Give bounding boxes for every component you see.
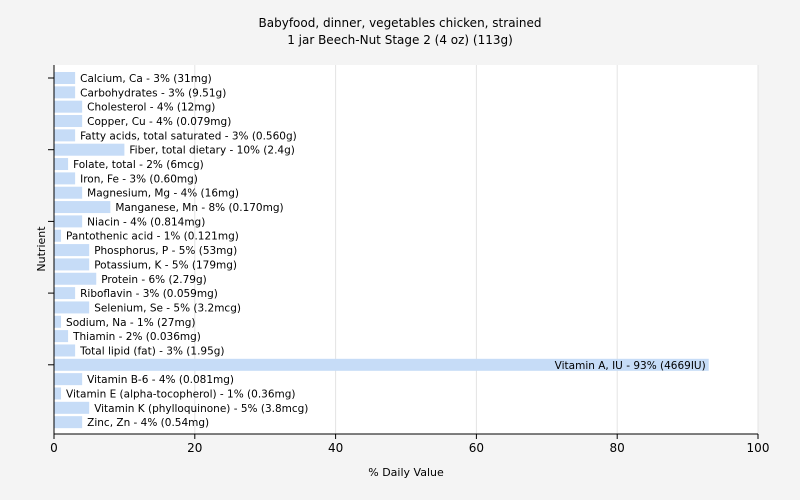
bar-label: Selenium, Se - 5% (3.2mcg): [94, 302, 241, 314]
bar: [54, 315, 62, 328]
bar-label: Carbohydrates - 3% (9.51g): [80, 87, 226, 99]
bar: [54, 158, 69, 171]
bar-label: Vitamin E (alpha-tocopherol) - 1% (0.36m…: [66, 388, 296, 400]
bar: [54, 244, 90, 257]
bar: [54, 401, 90, 414]
bar-label: Thiamin - 2% (0.036mg): [72, 331, 201, 343]
bar: [54, 358, 709, 371]
bar: [54, 172, 76, 185]
bar: [54, 129, 76, 142]
bar: [54, 344, 76, 357]
bar-label: Niacin - 4% (0.814mg): [87, 216, 205, 228]
bar: [54, 115, 83, 128]
chart-subtitle: 1 jar Beech-Nut Stage 2 (4 oz) (113g): [287, 33, 513, 47]
bar-label: Magnesium, Mg - 4% (16mg): [87, 188, 239, 200]
x-tick-label: 100: [747, 441, 770, 455]
bar: [54, 186, 83, 199]
bar-label: Sodium, Na - 1% (27mg): [66, 317, 195, 329]
bar-label: Protein - 6% (2.79g): [101, 274, 207, 286]
chart-title: Babyfood, dinner, vegetables chicken, st…: [259, 16, 542, 30]
bar: [54, 416, 83, 429]
bar-label: Folate, total - 2% (6mcg): [73, 159, 204, 171]
bar-label: Phosphorus, P - 5% (53mg): [94, 245, 237, 257]
x-tick-label: 0: [50, 441, 58, 455]
bar: [54, 143, 125, 156]
bar: [54, 387, 62, 400]
bar-label: Fatty acids, total saturated - 3% (0.560…: [80, 130, 297, 142]
bar: [54, 100, 83, 113]
bar: [54, 258, 90, 271]
bar-label: Vitamin B-6 - 4% (0.081mg): [87, 374, 234, 386]
bar: [54, 287, 76, 300]
bar-label: Pantothenic acid - 1% (0.121mg): [66, 231, 239, 243]
bar-label: Copper, Cu - 4% (0.079mg): [87, 116, 231, 128]
plot-background: [54, 65, 758, 434]
x-tick-label: 80: [610, 441, 625, 455]
bar-label: Potassium, K - 5% (179mg): [94, 259, 237, 271]
bar-label: Iron, Fe - 3% (0.60mg): [80, 173, 198, 185]
bar-label: Zinc, Zn - 4% (0.54mg): [87, 417, 209, 429]
x-tick-label: 60: [469, 441, 484, 455]
bar: [54, 373, 83, 386]
x-axis-label: % Daily Value: [368, 466, 444, 479]
bar-label: Vitamin K (phylloquinone) - 5% (3.8mcg): [94, 403, 308, 415]
bar-label: Manganese, Mn - 8% (0.170mg): [115, 202, 283, 214]
bar: [54, 272, 97, 285]
y-axis-label: Nutrient: [35, 226, 48, 272]
bar-label: Total lipid (fat) - 3% (1.95g): [79, 345, 224, 357]
x-tick-label: 20: [187, 441, 202, 455]
bar-label: Vitamin A, IU - 93% (4669IU): [555, 360, 706, 372]
bar: [54, 86, 76, 99]
bar-label: Riboflavin - 3% (0.059mg): [80, 288, 218, 300]
bar-label: Cholesterol - 4% (12mg): [87, 102, 215, 114]
x-tick-label: 40: [328, 441, 343, 455]
bar: [54, 301, 90, 314]
bar: [54, 201, 111, 214]
bar: [54, 215, 83, 228]
bar-label: Calcium, Ca - 3% (31mg): [80, 73, 212, 85]
bar-label: Fiber, total dietary - 10% (2.4g): [129, 145, 294, 157]
bar: [54, 229, 62, 242]
bar: [54, 72, 76, 84]
bar: [54, 330, 69, 343]
